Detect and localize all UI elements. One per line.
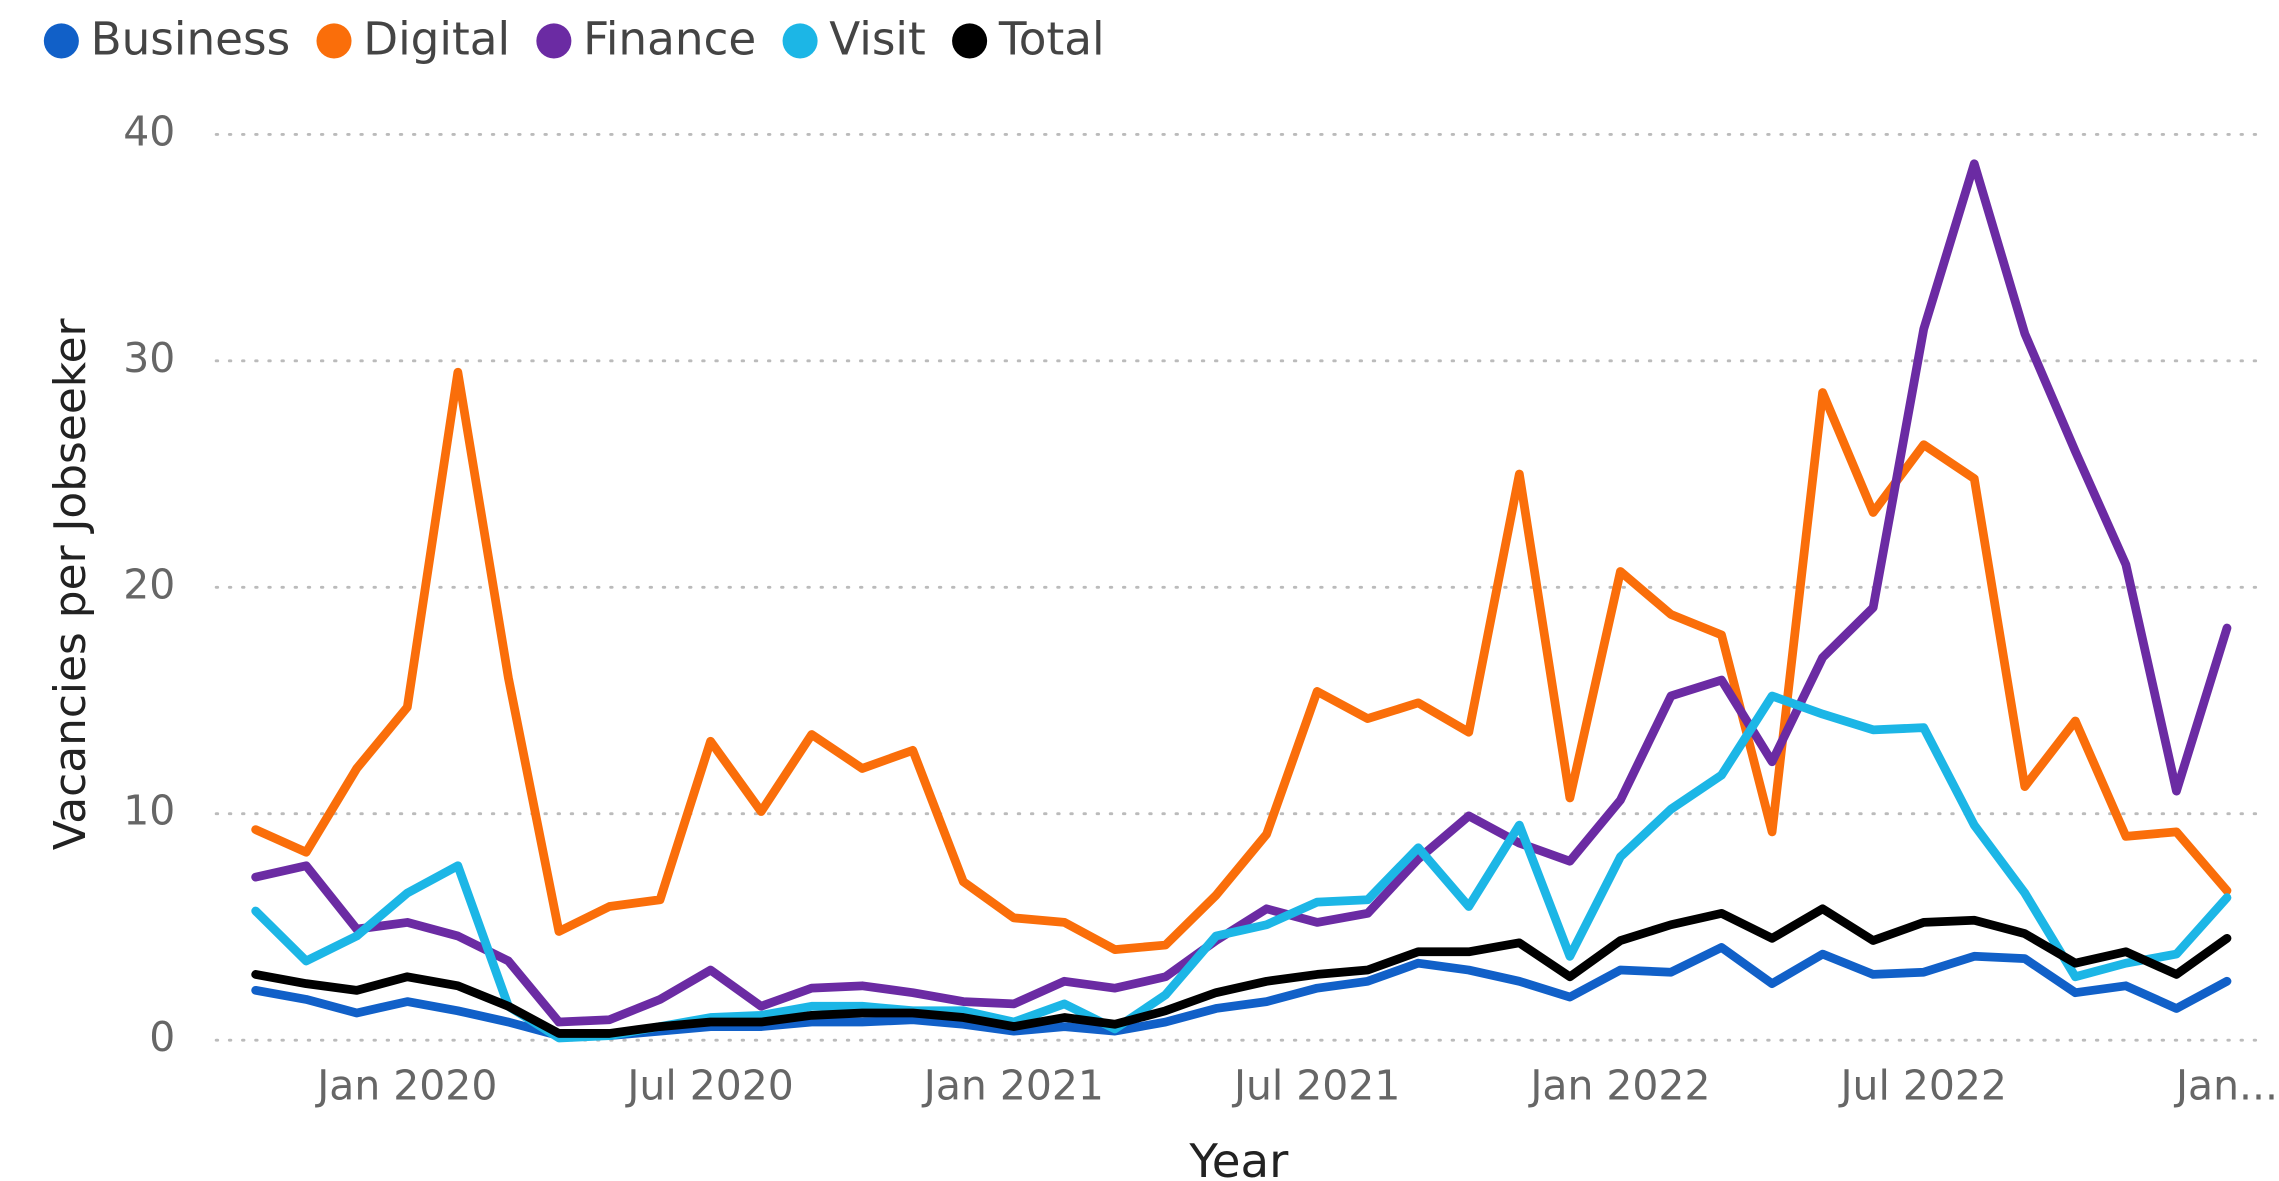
y-tick-label: 10 [123, 787, 175, 835]
legend-marker [536, 23, 572, 59]
x-tick-label: Jul 2020 [624, 1061, 793, 1109]
y-tick-label: 30 [123, 334, 175, 382]
series-line [251, 943, 2232, 1041]
legend-label: Digital [363, 12, 510, 65]
series-line [251, 159, 2232, 1027]
x-tick-label: Jul 2022 [1838, 1061, 2007, 1109]
y-tick-label: 40 [123, 107, 175, 155]
legend-label: Visit [829, 12, 925, 65]
series-line [251, 367, 2232, 954]
legend-marker [952, 23, 988, 59]
y-tick-label: 0 [149, 1013, 175, 1061]
legend-marker [316, 23, 352, 59]
legend-label: Finance [583, 12, 756, 65]
legend-label: Total [998, 12, 1105, 65]
x-tick-label: Jan 2020 [314, 1061, 497, 1109]
x-tick-label: Jan 2022 [1527, 1061, 1710, 1109]
x-tick-label: Jul 2021 [1231, 1061, 1400, 1109]
legend-marker [43, 23, 79, 59]
y-tick-label: 20 [123, 560, 175, 608]
legend-marker [782, 23, 818, 59]
x-tick-label: Jan 2021 [921, 1061, 1104, 1109]
legend-label: Business [91, 12, 291, 65]
x-axis-title: Year [1188, 1135, 1289, 1181]
series-line [251, 904, 2232, 1038]
y-axis-title: Vacancies per Jobseeker [45, 317, 96, 850]
x-tick-label: Jan... [2173, 1061, 2278, 1109]
